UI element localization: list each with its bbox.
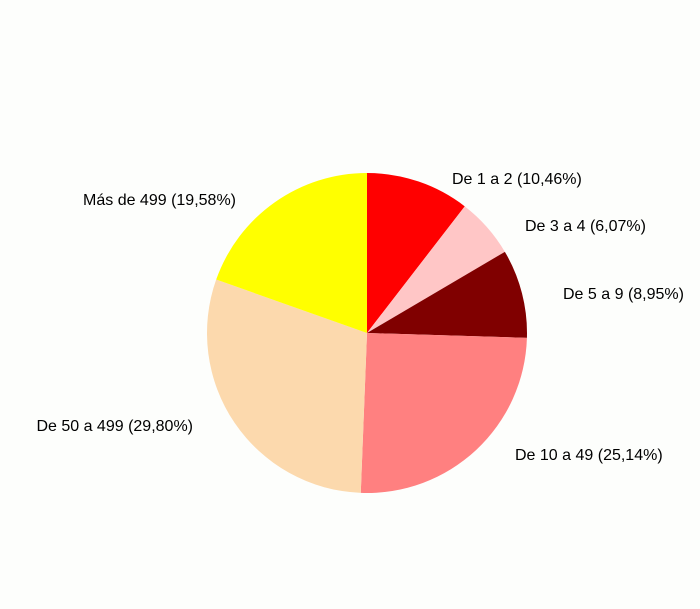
- slice-label: De 50 a 499 (29,80%): [36, 418, 193, 435]
- value-label: (29,80%): [128, 418, 193, 435]
- slice-label: De 3 a 4 (6,07%): [525, 218, 646, 235]
- category-label: De 5 a 9: [563, 286, 624, 303]
- category-label: De 50 a 499: [36, 418, 123, 435]
- pie-slice: [207, 279, 367, 493]
- category-label: De 3 a 4: [525, 218, 586, 235]
- value-label: (19,58%): [171, 192, 236, 209]
- pie-slice: [367, 206, 505, 333]
- category-label: De 1 a 2: [452, 171, 513, 188]
- value-label: (10,46%): [517, 171, 582, 188]
- category-label: De 10 a 49: [515, 447, 593, 464]
- slice-label: De 5 a 9 (8,95%): [563, 286, 684, 303]
- slice-label: Más de 499 (19,58%): [83, 192, 236, 209]
- pie-slice: [360, 333, 527, 493]
- value-label: (25,14%): [598, 447, 663, 464]
- value-label: (6,07%): [590, 218, 646, 235]
- value-label: (8,95%): [628, 286, 684, 303]
- category-label: Más de 499: [83, 192, 167, 209]
- pie-slice: [367, 251, 528, 338]
- slice-label: De 1 a 2 (10,46%): [452, 171, 582, 188]
- slice-label: De 10 a 49 (25,14%): [515, 447, 663, 464]
- pie-slice: [216, 173, 367, 333]
- pie-slice: [367, 173, 465, 333]
